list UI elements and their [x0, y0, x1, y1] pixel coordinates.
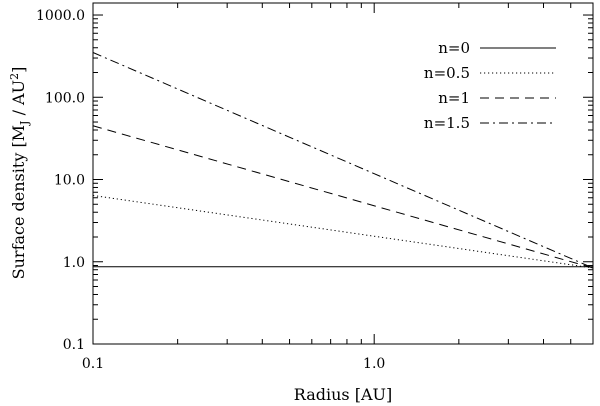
y-axis-label-sub: J: [18, 121, 31, 126]
y-tick-label: 10.0: [54, 173, 85, 189]
minor-ticks: [93, 3, 593, 344]
plot-frame: [92, 2, 594, 345]
major-ticks: [92, 3, 593, 345]
legend-label: n=1: [438, 89, 470, 107]
x-tick-label: 1.0: [363, 356, 385, 372]
y-axis-label-main: Surface density [M: [9, 125, 28, 279]
series-line-2: [92, 125, 594, 269]
x-tick-label: 0.1: [82, 356, 104, 372]
y-axis-label: Surface density [MJ / AU2]: [8, 67, 31, 280]
y-axis-label-mid: / AU: [9, 80, 28, 121]
y-tick-label: 0.1: [63, 337, 85, 353]
legend-label: n=0: [438, 39, 470, 57]
y-tick-label: 100.0: [45, 90, 85, 106]
y-axis-label-end: ]: [9, 67, 28, 73]
series-line-1: [92, 194, 594, 269]
series-lines: [92, 52, 594, 269]
x-axis-label: Radius [AU]: [294, 385, 392, 404]
legend-label: n=1.5: [424, 114, 470, 132]
y-tick-label: 1000.0: [36, 8, 85, 24]
legend-label: n=0.5: [424, 64, 470, 82]
tick-labels: 0.1 1.0 0.1 1.0 10.0 100.0 1000.0: [36, 8, 385, 372]
series-line-3: [92, 52, 594, 269]
y-axis-label-sup: 2: [8, 73, 21, 80]
y-tick-label: 1.0: [63, 255, 85, 271]
legend: n=0 n=0.5 n=1 n=1.5: [424, 39, 556, 132]
